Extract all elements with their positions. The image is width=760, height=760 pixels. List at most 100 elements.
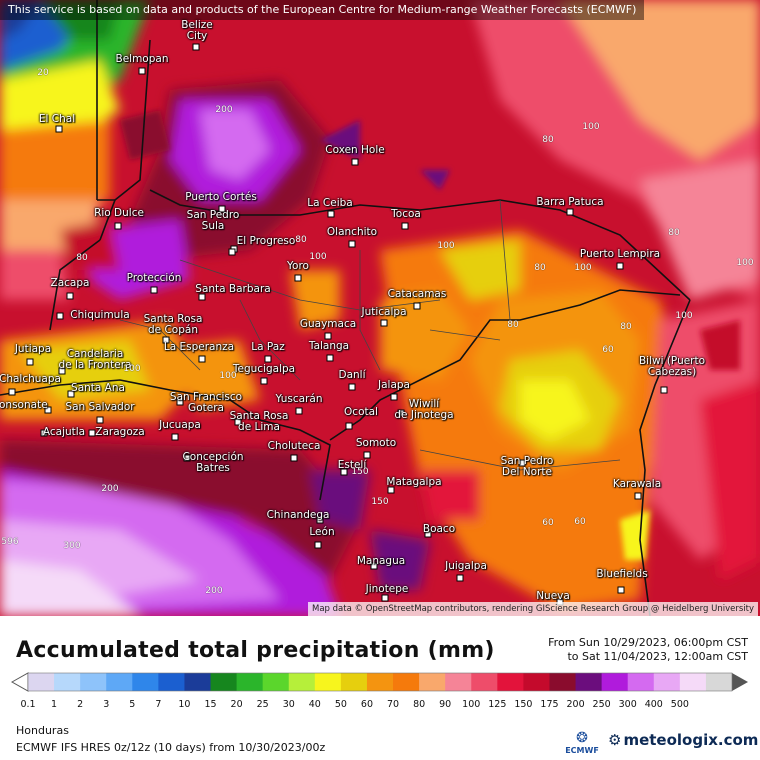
city-label: Bilwi (Puerto Cabezas) — [638, 355, 706, 378]
city-marker[interactable] — [114, 222, 122, 230]
city-marker[interactable] — [401, 222, 409, 230]
city-marker[interactable] — [363, 451, 371, 459]
colorbar-swatch — [705, 673, 733, 691]
city-marker[interactable] — [198, 293, 206, 301]
city-label: Talanga — [308, 340, 350, 352]
city-marker[interactable] — [66, 292, 74, 300]
colorbar-tick-label: 100 — [462, 699, 481, 710]
contour-label: 100 — [437, 241, 455, 251]
city-marker[interactable] — [198, 355, 206, 363]
city-marker[interactable] — [88, 429, 96, 437]
city-marker[interactable] — [290, 454, 298, 462]
city-marker[interactable] — [617, 586, 625, 594]
city-marker[interactable] — [218, 205, 226, 213]
city-marker[interactable] — [183, 454, 191, 462]
city-marker[interactable] — [348, 383, 356, 391]
colorbar-tick-label: 40 — [308, 699, 321, 710]
city-marker[interactable] — [260, 377, 268, 385]
contour-label: 596 — [1, 537, 19, 547]
city-marker[interactable] — [518, 459, 526, 467]
city-label: Santa Barbara — [195, 283, 271, 295]
city-label: Juigalpa — [445, 560, 487, 572]
contour-label: 80 — [534, 263, 546, 273]
city-marker[interactable] — [348, 240, 356, 248]
city-label: San Salvador — [65, 401, 135, 413]
city-marker[interactable] — [316, 516, 324, 524]
model-info: ECMWF IFS HRES 0z/12z (10 days) from 10/… — [16, 741, 326, 754]
contour-label: 80 — [507, 320, 519, 330]
contour-label: 80 — [668, 228, 680, 238]
colorbar-legend — [10, 672, 748, 692]
colorbar-swatch — [679, 673, 707, 691]
colorbar-swatch — [28, 673, 55, 691]
contour-label: 80 — [76, 253, 88, 263]
meteologix-brand[interactable]: ⚙ meteologix.com — [608, 731, 758, 749]
city-marker[interactable] — [380, 319, 388, 327]
colorbar-tick-label: 1 — [51, 699, 58, 710]
colorbar-tick-label: 90 — [439, 699, 452, 710]
city-marker[interactable] — [566, 208, 574, 216]
city-marker[interactable] — [387, 486, 395, 494]
city-marker[interactable] — [26, 358, 34, 366]
city-marker[interactable] — [456, 574, 464, 582]
city-marker[interactable] — [370, 562, 378, 570]
city-marker[interactable] — [390, 393, 398, 401]
city-marker[interactable] — [55, 125, 63, 133]
city-marker[interactable] — [138, 67, 146, 75]
ecmwf-logo[interactable]: ❂ ECMWF — [560, 730, 604, 758]
city-marker[interactable] — [324, 332, 332, 340]
city-marker[interactable] — [96, 416, 104, 424]
city-marker[interactable] — [171, 433, 179, 441]
precipitation-field — [0, 0, 760, 616]
city-marker[interactable] — [424, 530, 432, 538]
city-label: Barra Patuca — [536, 196, 604, 208]
city-marker[interactable] — [67, 390, 75, 398]
city-marker[interactable] — [228, 248, 236, 256]
city-marker[interactable] — [351, 158, 359, 166]
city-label: Santa Rosa de Lima — [229, 410, 289, 433]
contour-label: 100 — [123, 364, 141, 374]
city-marker[interactable] — [345, 422, 353, 430]
city-label: Tocoa — [391, 208, 421, 220]
city-marker[interactable] — [326, 354, 334, 362]
valid-period: From Sun 10/29/2023, 06:00pm CST to Sat … — [548, 636, 748, 664]
city-marker[interactable] — [162, 336, 170, 344]
city-marker[interactable] — [314, 541, 322, 549]
city-marker[interactable] — [397, 409, 405, 417]
colorbar-swatch — [184, 673, 212, 691]
city-label: Jutiapa — [14, 343, 52, 355]
city-marker[interactable] — [660, 386, 668, 394]
city-marker[interactable] — [44, 406, 52, 414]
city-marker[interactable] — [413, 302, 421, 310]
precipitation-map[interactable]: This service is based on data and produc… — [0, 0, 760, 616]
colorbar-under-arrow — [10, 672, 29, 692]
colorbar-tick-label: 250 — [592, 699, 611, 710]
city-marker[interactable] — [340, 468, 348, 476]
city-marker[interactable] — [295, 407, 303, 415]
city-marker[interactable] — [634, 492, 642, 500]
city-marker[interactable] — [381, 594, 389, 602]
city-marker[interactable] — [264, 355, 272, 363]
city-marker[interactable] — [192, 43, 200, 51]
city-marker[interactable] — [176, 398, 184, 406]
city-marker[interactable] — [58, 367, 66, 375]
colorbar-tick-label: 150 — [514, 699, 533, 710]
colorbar-tick-label: 125 — [488, 699, 507, 710]
city-marker[interactable] — [234, 418, 242, 426]
city-marker[interactable] — [8, 388, 16, 396]
city-label: La Esperanza — [163, 341, 235, 353]
city-label: Chiquimula — [70, 309, 130, 321]
city-marker[interactable] — [294, 274, 302, 282]
city-label: El Progreso — [236, 235, 296, 247]
city-marker[interactable] — [327, 210, 335, 218]
city-label: Concepción Batres — [182, 451, 244, 474]
city-marker[interactable] — [56, 312, 64, 320]
city-marker[interactable] — [40, 429, 48, 437]
city-label: Boaco — [422, 523, 456, 535]
contour-label: 60 — [574, 517, 586, 527]
city-marker[interactable] — [616, 262, 624, 270]
city-label: Sonsonate — [0, 399, 48, 411]
colorbar-swatch — [106, 673, 133, 691]
city-label: León — [309, 526, 335, 538]
city-marker[interactable] — [150, 286, 158, 294]
